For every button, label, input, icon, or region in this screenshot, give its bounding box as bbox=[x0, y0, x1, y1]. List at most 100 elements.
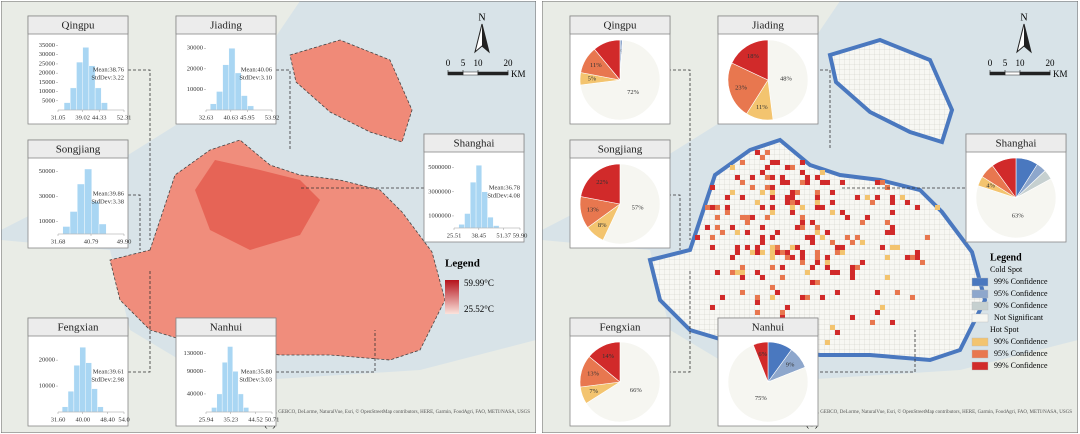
pie-label: 13% bbox=[587, 207, 600, 214]
inset-header bbox=[27, 139, 129, 159]
x-tick-label: 45.95 bbox=[240, 114, 255, 121]
cell bbox=[780, 175, 785, 180]
legend-label: 95% Confidence bbox=[994, 349, 1048, 358]
scale-segment bbox=[1019, 71, 1051, 76]
cell bbox=[770, 190, 775, 195]
pie-slice bbox=[731, 39, 769, 81]
x-tick-label: 51.37 bbox=[496, 232, 511, 239]
cell bbox=[780, 315, 785, 320]
cell bbox=[830, 270, 835, 275]
scale-label: 5 bbox=[1003, 58, 1008, 68]
x-tick-label: 25.94 bbox=[199, 416, 214, 423]
y-tick-label: 1000000 bbox=[428, 212, 451, 219]
cell bbox=[755, 250, 760, 255]
inset-header bbox=[965, 133, 1067, 153]
pie-slice bbox=[727, 62, 769, 115]
hist-bar bbox=[493, 225, 500, 229]
cell bbox=[905, 255, 910, 260]
north-label: N bbox=[1020, 12, 1027, 23]
cell bbox=[710, 205, 715, 210]
cell bbox=[865, 215, 870, 220]
cell bbox=[800, 255, 805, 260]
cell bbox=[705, 225, 710, 230]
y-tick-label: 25000 bbox=[39, 60, 55, 67]
hist-bar bbox=[63, 102, 71, 111]
legend-label: 90% Confidence bbox=[994, 301, 1048, 310]
land bbox=[542, 240, 1078, 433]
cell bbox=[760, 240, 765, 245]
cell bbox=[875, 195, 880, 200]
inset-title: Nanhui bbox=[210, 322, 242, 334]
cell bbox=[805, 180, 810, 185]
cell bbox=[825, 265, 830, 270]
cell bbox=[765, 215, 770, 220]
cell bbox=[815, 255, 820, 260]
pie-slice bbox=[594, 39, 621, 81]
y-tick-label: 10000 bbox=[39, 383, 55, 390]
attribution: Esri, GEBCO, DeLorme, NaturalVue, Esri, … bbox=[810, 409, 1072, 415]
legend-label: 99% Confidence bbox=[994, 277, 1048, 286]
inset-header bbox=[569, 15, 671, 35]
attribution: Esri, GEBCO, DeLorme, NaturalVue, Esri, … bbox=[268, 409, 530, 415]
cell bbox=[740, 195, 745, 200]
inset-title: Songjiang bbox=[56, 144, 101, 156]
cell bbox=[740, 270, 745, 275]
cell bbox=[785, 250, 790, 255]
cell bbox=[790, 200, 795, 205]
cell bbox=[900, 195, 905, 200]
inset-title: Jiading bbox=[210, 20, 242, 32]
cell bbox=[835, 330, 840, 335]
cell bbox=[725, 195, 730, 200]
cell bbox=[890, 195, 895, 200]
x-tick-label: 32.63 bbox=[199, 114, 214, 121]
hist-bar bbox=[227, 346, 234, 413]
cell bbox=[885, 185, 890, 190]
pie-slice bbox=[767, 39, 809, 121]
cell bbox=[740, 160, 745, 165]
x-tick-label: 39.02 bbox=[75, 114, 90, 121]
cell bbox=[760, 250, 765, 255]
cell bbox=[715, 205, 720, 210]
cell bbox=[870, 320, 875, 325]
cell bbox=[835, 245, 840, 250]
cell bbox=[880, 180, 885, 185]
pie-slice bbox=[727, 344, 809, 423]
cell bbox=[750, 185, 755, 190]
cell bbox=[840, 210, 845, 215]
cell bbox=[895, 290, 900, 295]
hist-bar bbox=[82, 47, 90, 111]
cell bbox=[785, 255, 790, 260]
legend-group: Cold Spot bbox=[990, 265, 1023, 274]
cell bbox=[850, 265, 855, 270]
cell bbox=[840, 180, 845, 185]
cell bbox=[810, 280, 815, 285]
cell bbox=[885, 275, 890, 280]
pie-label: 6% bbox=[758, 351, 767, 358]
cell bbox=[765, 165, 770, 170]
hot-cells bbox=[695, 150, 940, 345]
scale-label: 0 bbox=[446, 58, 451, 68]
x-tick-label: 38.45 bbox=[472, 232, 487, 239]
mean: Mean:35.80 bbox=[241, 368, 272, 375]
y-tick-label: 20000 bbox=[187, 65, 203, 72]
cell bbox=[730, 190, 735, 195]
cell bbox=[755, 245, 760, 250]
y-tick-label: 10000 bbox=[39, 218, 55, 225]
cell bbox=[760, 275, 765, 280]
cell bbox=[850, 315, 855, 320]
cell bbox=[795, 245, 800, 250]
cell bbox=[760, 235, 765, 240]
land bbox=[1, 240, 536, 433]
cell bbox=[820, 205, 825, 210]
cell bbox=[905, 200, 910, 205]
y-tick-label: 20000 bbox=[39, 357, 55, 364]
cell bbox=[920, 260, 925, 265]
hist-bar bbox=[91, 388, 98, 413]
cell bbox=[800, 180, 805, 185]
cell bbox=[890, 210, 895, 215]
cell bbox=[760, 155, 765, 160]
cell bbox=[815, 205, 820, 210]
y-tick-label: 15000 bbox=[39, 79, 55, 86]
cell bbox=[755, 300, 760, 305]
cell bbox=[830, 210, 835, 215]
